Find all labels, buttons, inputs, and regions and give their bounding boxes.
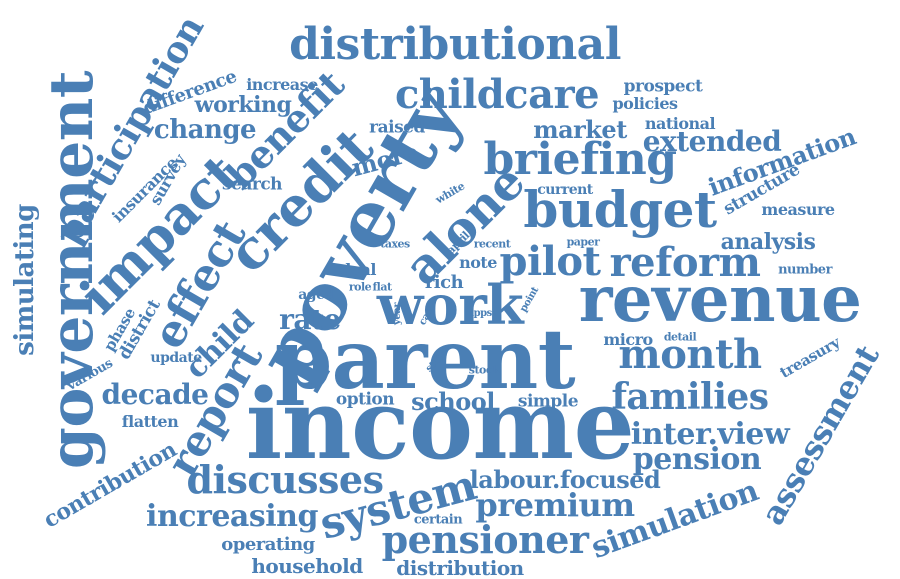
word-labour-focused: labour.focused: [469, 465, 661, 494]
word-taxes: taxes: [380, 237, 410, 251]
word-flat: flat: [372, 280, 392, 294]
word-analysis: analysis: [720, 229, 816, 255]
word-national: national: [644, 114, 716, 133]
word-pensioner: pensioner: [381, 517, 589, 562]
word-option: option: [335, 389, 395, 410]
word-revenue: revenue: [578, 262, 862, 337]
word-aged: aged: [298, 287, 334, 303]
word-simulating: simulating: [10, 204, 40, 356]
word-income: income: [245, 368, 635, 481]
word-rich: rich: [424, 272, 464, 293]
word-year: year: [392, 303, 403, 325]
word-pilot: pilot: [499, 238, 601, 285]
word-detail: detail: [663, 330, 697, 344]
word-number: number: [778, 262, 832, 278]
word-increase: increase: [246, 75, 318, 94]
word-current: current: [537, 182, 593, 198]
word-deal: deal: [340, 260, 376, 279]
word-micro: micro: [603, 330, 653, 349]
word-increasing: increasing: [146, 499, 318, 534]
word-simple: simple: [517, 391, 579, 412]
word-raised: raised: [369, 117, 425, 138]
word-paper: paper: [566, 235, 600, 249]
word-decade: decade: [101, 378, 209, 411]
word-search: search: [221, 174, 283, 195]
word-measure: measure: [761, 200, 835, 219]
word-prospect: prospect: [623, 76, 703, 97]
word-reform: reform: [609, 239, 761, 286]
word-change: change: [153, 115, 257, 145]
word-briefing: briefing: [483, 134, 677, 185]
word-extended: extended: [642, 125, 782, 158]
word-month: month: [618, 331, 762, 378]
word-update: update: [150, 350, 202, 366]
word-school: school: [411, 387, 495, 416]
word-rate: rate: [279, 303, 341, 336]
word-budget: budget: [523, 180, 717, 239]
word-childcare: childcare: [394, 71, 600, 118]
word-operating: operating: [221, 534, 315, 555]
word-distributional: distributional: [289, 19, 621, 70]
word-policies: policies: [612, 94, 678, 113]
word-families: families: [611, 376, 769, 418]
word-stock: stock: [468, 363, 500, 377]
word-parent: parent: [274, 312, 576, 408]
word-role: role: [348, 280, 372, 294]
word-lpps: lpps: [470, 308, 492, 319]
word-working: working: [194, 92, 292, 118]
word-household: household: [251, 554, 363, 578]
word-pension: pension: [632, 442, 762, 477]
word-discusses: discusses: [186, 457, 384, 502]
word-work: work: [376, 273, 524, 337]
word-recent: recent: [473, 237, 511, 251]
word-market: market: [533, 115, 627, 144]
word-flatten: flatten: [121, 412, 179, 431]
word-premium: premium: [475, 486, 635, 524]
word-note: note: [459, 253, 497, 272]
word-interview: inter.view: [630, 417, 790, 452]
word-certain: certain: [413, 512, 463, 528]
word-distribution: distribution: [396, 556, 524, 579]
